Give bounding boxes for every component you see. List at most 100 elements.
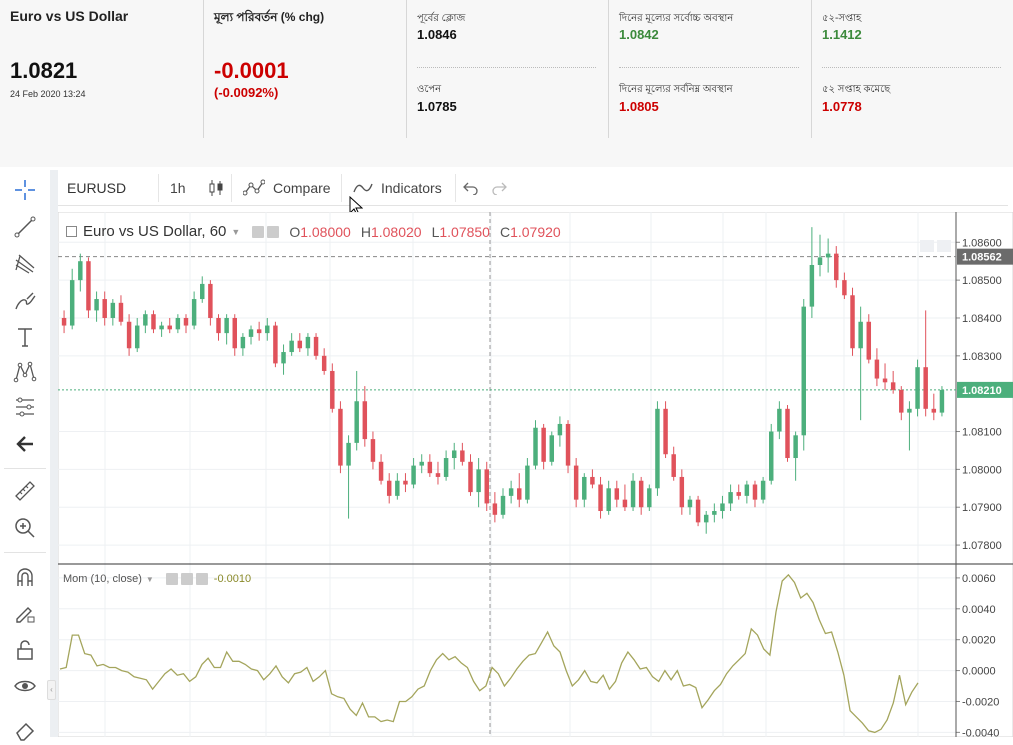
collapse-toolbar-button[interactable]: ‹ — [47, 680, 56, 700]
indicators-button[interactable]: Indicators — [353, 170, 442, 206]
candle-body — [224, 317, 229, 334]
quote-header: Euro vs US Dollar 1.0821 24 Feb 2020 13:… — [0, 0, 1013, 167]
candle-body — [923, 367, 928, 409]
visibility-tool[interactable] — [8, 671, 42, 701]
candle-body — [890, 382, 896, 390]
divider — [231, 174, 232, 202]
candle-body — [248, 329, 254, 337]
measure-projection-tool[interactable] — [8, 392, 42, 422]
candle-body — [915, 367, 920, 409]
fib-tool[interactable] — [8, 249, 42, 279]
compare-icon — [243, 179, 265, 196]
pattern-icon — [13, 361, 37, 383]
text-tool[interactable] — [8, 322, 42, 352]
quote-52wk: ৫২-সপ্তাহ 1.1412 ৫২ সপ্তাহ কমেছে 1.0778 — [811, 0, 1013, 138]
trend-line-tool[interactable] — [8, 212, 42, 242]
candle-body — [208, 283, 213, 318]
pitchfork-icon — [15, 254, 35, 274]
indicators-label: Indicators — [381, 180, 442, 196]
candle-body — [590, 476, 595, 485]
symbol-search[interactable]: EURUSD — [67, 170, 126, 206]
price-axis-label: 1.08500 — [962, 275, 1002, 287]
candle-body — [736, 492, 741, 496]
candle-body — [695, 499, 701, 523]
candle-body — [720, 503, 725, 512]
close-icon[interactable] — [195, 573, 208, 585]
undo-button[interactable] — [463, 170, 479, 206]
candle-body — [484, 469, 489, 504]
settings-icon[interactable] — [252, 225, 265, 238]
candle-body — [882, 378, 888, 383]
candle-body — [760, 480, 766, 500]
candle-body — [777, 408, 782, 432]
chevron-left-icon: ‹ — [50, 685, 53, 694]
pattern-tool[interactable] — [8, 357, 42, 387]
candle-body — [630, 480, 636, 508]
candle-body — [573, 465, 579, 500]
trend-line-icon — [14, 216, 36, 238]
gear-icon[interactable] — [180, 573, 193, 585]
wk52-high-label: ৫২-সপ্তাহ — [822, 13, 862, 24]
price-chart[interactable]: 1.08600 1.08500 1.08400 1.08300 1.08100 1.080… — [58, 212, 1013, 737]
compare-button[interactable]: Compare — [243, 170, 331, 206]
ruler-tool[interactable] — [8, 476, 42, 506]
candle-body — [69, 280, 75, 326]
candle-body — [175, 317, 181, 330]
low-value: 1.07850 — [439, 223, 490, 240]
redo-button[interactable] — [491, 170, 507, 206]
zoom-tool[interactable] — [8, 513, 42, 543]
candle-body — [411, 465, 416, 485]
candle-body — [232, 317, 237, 349]
crosshair-tool[interactable] — [8, 175, 42, 205]
brush-tool[interactable] — [8, 286, 42, 316]
eraser-tool[interactable] — [8, 715, 42, 745]
candle-body — [614, 488, 620, 500]
compare-label: Compare — [273, 180, 331, 196]
eraser-icon — [16, 722, 35, 741]
candle-body — [451, 450, 457, 459]
divider — [417, 67, 596, 68]
wk52-low-label: ৫২ সপ্তাহ কমেছে — [822, 84, 891, 95]
candle-body — [557, 423, 563, 436]
collapse-legend-icon[interactable] — [66, 226, 77, 237]
last-price: 1.0821 — [10, 58, 78, 83]
candle-body — [874, 359, 880, 379]
divider — [455, 174, 456, 202]
candle-body — [191, 299, 197, 326]
drawing-mode-tool[interactable] — [8, 598, 42, 628]
candle-body — [809, 264, 815, 307]
candle-body — [850, 295, 855, 349]
legend-title: Euro vs US Dollar, 60 — [83, 223, 227, 240]
chart-area[interactable]: 1.08600 1.08500 1.08400 1.08300 1.08100 1.080… — [58, 212, 1013, 737]
price-axis-label: 1.08300 — [962, 351, 1002, 363]
interval-label: 1h — [170, 180, 186, 196]
candle-body — [273, 325, 278, 364]
eye-icon[interactable] — [165, 573, 178, 585]
chart-style-button[interactable] — [208, 170, 224, 206]
candles-icon — [209, 180, 223, 196]
change-percent: (-0.0092%) — [214, 85, 279, 100]
interval-button[interactable]: 1h — [170, 170, 186, 206]
price-axis-label: 1.07800 — [962, 540, 1002, 552]
candle-body — [744, 484, 750, 496]
gear-icon[interactable] — [267, 225, 280, 238]
divider — [619, 67, 799, 68]
quote-timestamp: 24 Feb 2020 13:24 — [10, 89, 86, 99]
low-label: L — [431, 223, 440, 240]
candle-body — [151, 314, 156, 330]
momentum-axis-label: 0.0000 — [962, 666, 996, 678]
candle-body — [541, 427, 546, 462]
momentum-axis-label: -0.0040 — [962, 727, 999, 737]
back-tool[interactable] — [8, 429, 42, 459]
quote-day-range: দিনের মূল্যের সর্বোচ্চ অবস্থান 1.0842 দি… — [608, 0, 811, 138]
momentum-line — [59, 573, 919, 734]
chevron-down-icon[interactable]: ▼ — [145, 574, 154, 584]
open-value: 1.0785 — [417, 99, 457, 114]
price-axis-label: 1.08100 — [962, 427, 1002, 439]
candle-body — [834, 253, 839, 281]
pencil-lock-icon — [16, 607, 35, 623]
candle-body — [256, 329, 262, 334]
magnet-tool[interactable] — [8, 562, 42, 592]
lock-tool[interactable] — [8, 635, 42, 665]
chevron-down-icon[interactable]: ▼ — [231, 226, 241, 237]
